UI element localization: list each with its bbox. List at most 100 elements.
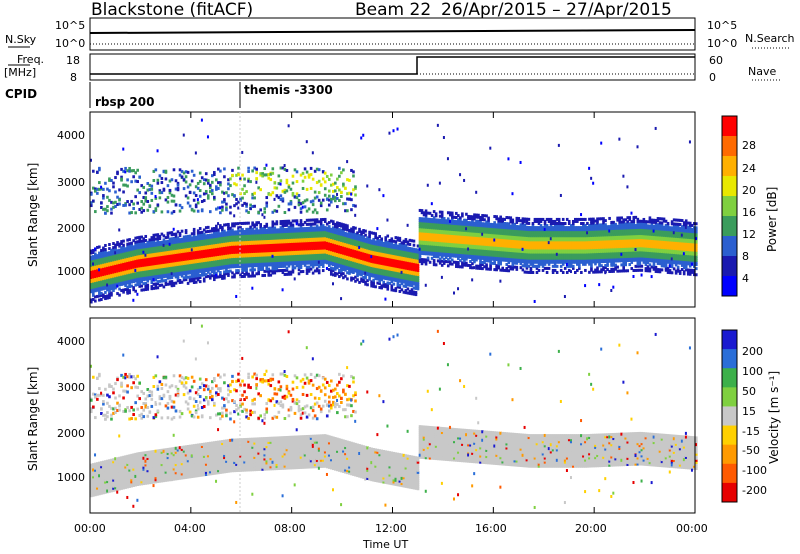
power-cell: [192, 242, 196, 246]
power-cell: [223, 229, 226, 233]
power-cell: [323, 238, 327, 242]
power-cell: [186, 275, 190, 279]
power-cell: [317, 236, 321, 240]
power-cell: [229, 226, 232, 230]
power-cell: [305, 255, 309, 259]
power-cell: [295, 251, 299, 255]
power-cell: [138, 272, 141, 276]
power-cell: [126, 275, 129, 279]
power-cell: [94, 299, 97, 303]
power-cell: [213, 263, 216, 267]
power-cell: [140, 184, 144, 188]
power-cell: [295, 243, 299, 247]
power-noise: [311, 151, 314, 155]
power-cell: [269, 232, 273, 236]
power-cell: [198, 227, 202, 231]
power-cell: [116, 172, 119, 176]
power-cell: [154, 237, 158, 241]
power-cell: [176, 258, 180, 262]
power-cell: [235, 183, 238, 187]
power-cell: [329, 268, 333, 272]
power-cell: [231, 193, 234, 197]
power-cell: [311, 263, 315, 267]
power-cell: [130, 241, 133, 245]
power-cell: [317, 271, 321, 275]
power-cell: [251, 229, 254, 233]
power-cell: [116, 255, 119, 259]
power-noise: [241, 150, 244, 154]
power-cell: [253, 191, 256, 195]
power-cell: [174, 179, 178, 183]
power-cell: [297, 235, 301, 239]
power-cell: [120, 268, 123, 272]
power-cell: [114, 205, 117, 209]
power-cell: [148, 250, 152, 254]
power-cell: [255, 253, 258, 257]
power-cell: [124, 247, 127, 251]
power-cell: [261, 231, 265, 235]
power-cell: [243, 240, 246, 244]
power-cell: [184, 257, 188, 261]
power-cell: [237, 250, 240, 254]
power-cell: [90, 204, 93, 208]
power-cell: [208, 243, 212, 247]
power-cell: [261, 257, 265, 261]
power-cell: [221, 252, 224, 256]
power-cell: [237, 262, 240, 266]
power-cell: [213, 243, 216, 247]
power-cell: [124, 249, 127, 253]
power-cell: [329, 256, 333, 260]
power-cell: [194, 185, 198, 189]
power-cell: [249, 254, 252, 258]
power-cell: [204, 226, 208, 230]
power-cell: [285, 262, 289, 266]
power-cell: [186, 249, 190, 253]
power-cell: [208, 229, 212, 233]
power-cell: [186, 170, 190, 174]
power-cell: [158, 257, 162, 261]
power-cell: [261, 249, 265, 253]
power-cell: [132, 249, 135, 253]
power-cell: [281, 199, 285, 203]
power-cell: [211, 249, 214, 253]
power-cell: [287, 254, 291, 258]
power-cell: [283, 260, 287, 264]
power-cell: [263, 243, 267, 247]
power-cell: [130, 278, 133, 282]
power-cell: [257, 261, 260, 265]
power-cell: [233, 182, 236, 186]
power-cell: [120, 177, 123, 181]
power-cell: [92, 297, 95, 301]
power-cell: [208, 233, 212, 237]
power-cell: [154, 272, 158, 276]
power-cell: [311, 228, 315, 232]
power-cell: [130, 264, 133, 268]
power-cell: [313, 261, 317, 265]
power-cell: [283, 221, 287, 225]
power-noise: [237, 206, 240, 210]
power-cell: [186, 245, 190, 249]
power-cell: [323, 256, 327, 260]
power-cell: [188, 191, 192, 195]
power-cell: [289, 235, 293, 239]
power-cell: [116, 281, 119, 285]
power-cell: [198, 276, 202, 280]
power-cell: [277, 228, 281, 232]
power-cell: [128, 244, 131, 248]
power-noise: [370, 255, 373, 259]
power-cell: [144, 255, 148, 259]
power-cell: [325, 228, 329, 232]
power-cell: [249, 246, 252, 250]
power-cell: [285, 227, 289, 231]
power-cell: [156, 261, 160, 265]
power-cell: [289, 221, 293, 225]
power-cell: [428, 260, 432, 264]
power-cell: [192, 270, 196, 274]
power-cell: [217, 181, 220, 185]
power-cell: [319, 226, 323, 230]
power-cell: [275, 263, 279, 267]
power-cell: [217, 232, 220, 236]
power-cell: [243, 234, 246, 238]
power-cell: [263, 235, 267, 239]
power-cell: [98, 282, 101, 286]
